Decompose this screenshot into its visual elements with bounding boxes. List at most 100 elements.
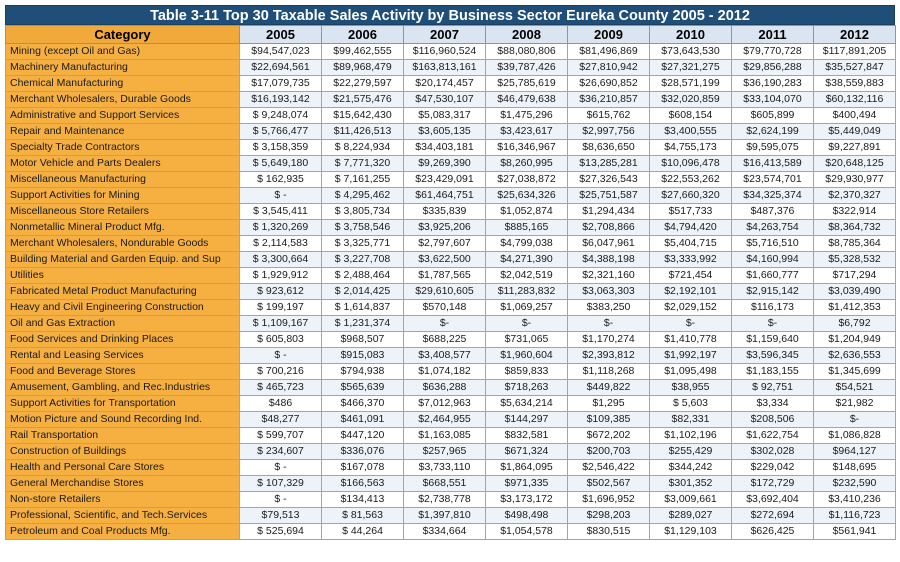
header-year: 2007 bbox=[403, 25, 486, 44]
row-value-cell: $1,992,197 bbox=[649, 347, 732, 364]
row-value-cell: $517,733 bbox=[649, 203, 732, 220]
row-value-cell: $1,054,578 bbox=[485, 523, 568, 540]
table-row: Amusement, Gambling, and Rec.Industries $… bbox=[5, 379, 896, 396]
table-row: Motion Picture and Sound Recording Ind. $… bbox=[5, 411, 896, 428]
row-value-cell: $33,104,070 bbox=[731, 91, 814, 108]
row-value-cell: $29,930,977 bbox=[813, 171, 896, 188]
row-value-cell: $605,899 bbox=[731, 107, 814, 124]
row-value-cell: $21,575,476 bbox=[321, 91, 404, 108]
header-year: 2010 bbox=[649, 25, 732, 44]
table-row: Support Activities for Mining $ - $ 4,295,… bbox=[5, 187, 896, 204]
table-row: Rental and Leasing Services $ - $915,083 $3… bbox=[5, 347, 896, 364]
row-value-cell: $ - bbox=[239, 491, 322, 508]
row-value-cell: $73,643,530 bbox=[649, 43, 732, 60]
row-value-cell: $1,095,498 bbox=[649, 363, 732, 380]
row-value-cell: $1,294,434 bbox=[567, 203, 650, 220]
row-value-cell: $2,546,422 bbox=[567, 459, 650, 476]
row-value-cell: $3,410,236 bbox=[813, 491, 896, 508]
row-value-cell: $1,660,777 bbox=[731, 267, 814, 284]
row-value-cell: $1,475,296 bbox=[485, 107, 568, 124]
row-value-cell: $ 599,707 bbox=[239, 427, 322, 444]
header-category: Category bbox=[5, 25, 240, 44]
row-category-cell: Fabricated Metal Product Manufacturing bbox=[5, 283, 240, 300]
row-value-cell: $144,297 bbox=[485, 411, 568, 428]
row-value-cell: $498,498 bbox=[485, 507, 568, 524]
row-value-cell: $200,703 bbox=[567, 443, 650, 460]
table-row: Oil and Gas Extraction $ 1,109,167 $ 1,231… bbox=[5, 315, 896, 332]
row-value-cell: $16,346,967 bbox=[485, 139, 568, 156]
table-row: Construction of Buildings $ 234,607 $336,0… bbox=[5, 443, 896, 460]
row-value-cell: $25,634,326 bbox=[485, 187, 568, 204]
row-value-cell: $383,250 bbox=[567, 299, 650, 316]
row-value-cell: $3,333,992 bbox=[649, 251, 732, 268]
row-value-cell: $885,165 bbox=[485, 219, 568, 236]
row-value-cell: $ 9,248,074 bbox=[239, 107, 322, 124]
row-value-cell: $8,785,364 bbox=[813, 235, 896, 252]
row-category-cell: Utilities bbox=[5, 267, 240, 284]
row-value-cell: $ 107,329 bbox=[239, 475, 322, 492]
row-category-cell: Specialty Trade Contractors bbox=[5, 139, 240, 156]
table-row: Food Services and Drinking Places $ 605,8… bbox=[5, 331, 896, 348]
row-value-cell: $2,321,160 bbox=[567, 267, 650, 284]
row-value-cell: $6,047,961 bbox=[567, 235, 650, 252]
row-value-cell: $968,507 bbox=[321, 331, 404, 348]
row-value-cell: $3,423,617 bbox=[485, 123, 568, 140]
row-value-cell: $1,052,874 bbox=[485, 203, 568, 220]
row-value-cell: $ 4,295,462 bbox=[321, 187, 404, 204]
row-category-cell: Rail Transportation bbox=[5, 427, 240, 444]
row-value-cell: $ 3,805,734 bbox=[321, 203, 404, 220]
row-value-cell: $1,102,196 bbox=[649, 427, 732, 444]
row-value-cell: $7,012,963 bbox=[403, 395, 486, 412]
row-category-cell: Repair and Maintenance bbox=[5, 123, 240, 140]
row-value-cell: $672,202 bbox=[567, 427, 650, 444]
row-value-cell: $ 8,224,934 bbox=[321, 139, 404, 156]
row-value-cell: $5,716,510 bbox=[731, 235, 814, 252]
row-value-cell: $400,494 bbox=[813, 107, 896, 124]
row-value-cell: $29,610,605 bbox=[403, 283, 486, 300]
row-value-cell: $15,642,430 bbox=[321, 107, 404, 124]
row-value-cell: $964,127 bbox=[813, 443, 896, 460]
row-value-cell: $3,400,555 bbox=[649, 123, 732, 140]
row-value-cell: $1,074,182 bbox=[403, 363, 486, 380]
row-value-cell: $116,173 bbox=[731, 299, 814, 316]
row-value-cell: $466,370 bbox=[321, 395, 404, 412]
row-value-cell: $17,079,735 bbox=[239, 75, 322, 92]
row-value-cell: $82,331 bbox=[649, 411, 732, 428]
row-value-cell: $20,174,457 bbox=[403, 75, 486, 92]
row-value-cell: $23,574,701 bbox=[731, 171, 814, 188]
row-value-cell: $11,283,832 bbox=[485, 283, 568, 300]
row-value-cell: $717,294 bbox=[813, 267, 896, 284]
row-value-cell: $1,787,565 bbox=[403, 267, 486, 284]
row-value-cell: $1,410,778 bbox=[649, 331, 732, 348]
row-value-cell: $289,027 bbox=[649, 507, 732, 524]
row-value-cell: $859,833 bbox=[485, 363, 568, 380]
row-value-cell: $32,020,859 bbox=[649, 91, 732, 108]
row-value-cell: $79,770,728 bbox=[731, 43, 814, 60]
row-value-cell: $731,065 bbox=[485, 331, 568, 348]
row-value-cell: $3,622,500 bbox=[403, 251, 486, 268]
row-value-cell: $1,116,723 bbox=[813, 507, 896, 524]
row-value-cell: $626,425 bbox=[731, 523, 814, 540]
row-value-cell: $5,328,532 bbox=[813, 251, 896, 268]
table-container: Table 3-11 Top 30 Taxable Sales Activity… bbox=[5, 5, 896, 540]
row-value-cell: $8,260,995 bbox=[485, 155, 568, 172]
row-category-cell: Building Material and Garden Equip. and … bbox=[5, 251, 240, 268]
row-value-cell: $81,496,869 bbox=[567, 43, 650, 60]
row-value-cell: $16,413,589 bbox=[731, 155, 814, 172]
row-value-cell: $13,285,281 bbox=[567, 155, 650, 172]
row-value-cell: $99,462,555 bbox=[321, 43, 404, 60]
header-year: 2006 bbox=[321, 25, 404, 44]
table-row: Support Activities for Transportation $48… bbox=[5, 395, 896, 412]
row-value-cell: $36,190,283 bbox=[731, 75, 814, 92]
row-value-cell: $1,086,828 bbox=[813, 427, 896, 444]
row-category-cell: Non-store Retailers bbox=[5, 491, 240, 508]
row-value-cell: $ 7,771,320 bbox=[321, 155, 404, 172]
row-value-cell: $2,624,199 bbox=[731, 123, 814, 140]
row-value-cell: $ 923,612 bbox=[239, 283, 322, 300]
row-value-cell: $4,263,754 bbox=[731, 219, 814, 236]
row-value-cell: $3,596,345 bbox=[731, 347, 814, 364]
table-row: Professional, Scientific, and Tech.Servi… bbox=[5, 507, 896, 524]
row-value-cell: $27,038,872 bbox=[485, 171, 568, 188]
row-value-cell: $23,429,091 bbox=[403, 171, 486, 188]
row-value-cell: $61,464,751 bbox=[403, 187, 486, 204]
